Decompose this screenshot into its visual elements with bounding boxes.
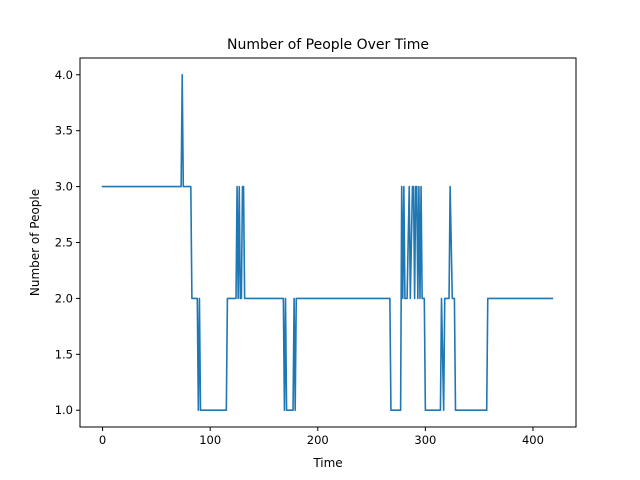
y-tick-label: 3.0 (55, 180, 73, 194)
x-axis-label: Time (312, 456, 342, 470)
y-axis-label: Number of People (28, 189, 42, 296)
x-tick-label: 100 (199, 433, 221, 447)
chart-title: Number of People Over Time (227, 37, 429, 53)
x-tick-label: 0 (99, 433, 106, 447)
y-tick-label: 3.5 (55, 124, 73, 138)
plot-frame (79, 57, 577, 428)
y-tick-label: 2.5 (55, 236, 73, 250)
y-tick-label: 1.5 (55, 347, 73, 361)
y-tick-label: 1.0 (55, 403, 73, 417)
y-tick-label: 4.0 (55, 68, 73, 82)
y-tick-label: 2.0 (55, 291, 73, 305)
x-tick-label: 400 (522, 433, 544, 447)
series-line (101, 73, 554, 412)
axes: 0 100 200 300 400 1.0 1.5 2.0 2.5 3.0 3.5 4.0 (55, 68, 544, 447)
x-tick-label: 200 (307, 433, 329, 447)
x-tick-label: 300 (414, 433, 436, 447)
plot-area (101, 73, 554, 412)
